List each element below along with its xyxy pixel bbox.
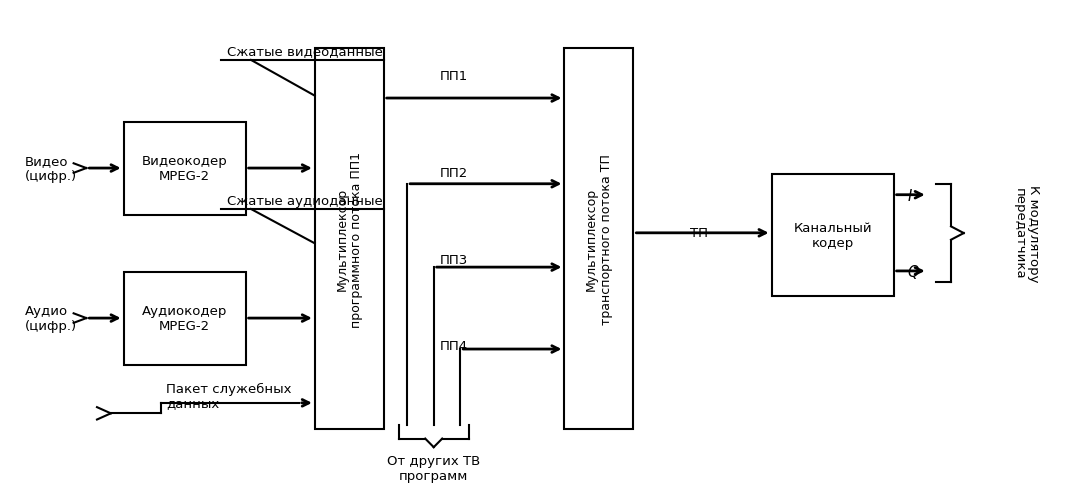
FancyBboxPatch shape bbox=[564, 49, 634, 429]
Text: Аудио
(цифр.): Аудио (цифр.) bbox=[24, 305, 77, 332]
Text: Сжатые аудиоданные: Сжатые аудиоданные bbox=[227, 194, 382, 207]
Text: ПП3: ПП3 bbox=[440, 254, 469, 267]
FancyBboxPatch shape bbox=[315, 49, 383, 429]
Text: ПП1: ПП1 bbox=[440, 70, 469, 83]
Text: Аудиокодер
MPEG-2: Аудиокодер MPEG-2 bbox=[142, 305, 227, 333]
Text: Мультиплексор
транспортного потока ТП: Мультиплексор транспортного потока ТП bbox=[585, 154, 612, 325]
Text: Канальный
кодер: Канальный кодер bbox=[793, 222, 872, 249]
Text: $I$: $I$ bbox=[907, 187, 914, 203]
Text: От других ТВ
программ: От других ТВ программ bbox=[387, 454, 480, 482]
Text: Пакет служебных
данных: Пакет служебных данных bbox=[166, 382, 292, 409]
Text: Мультиплексор
программного потока ПП1: Мультиплексор программного потока ПП1 bbox=[335, 151, 363, 327]
Text: ТП: ТП bbox=[690, 227, 708, 240]
FancyBboxPatch shape bbox=[124, 272, 246, 365]
FancyBboxPatch shape bbox=[771, 175, 894, 296]
Text: $Q$: $Q$ bbox=[907, 263, 920, 280]
Text: ПП2: ПП2 bbox=[440, 167, 469, 180]
Text: Сжатые видеоданные: Сжатые видеоданные bbox=[227, 45, 382, 59]
Text: Видео
(цифр.): Видео (цифр.) bbox=[24, 155, 77, 183]
Text: Видеокодер
MPEG-2: Видеокодер MPEG-2 bbox=[142, 155, 228, 183]
FancyBboxPatch shape bbox=[124, 122, 246, 215]
Text: К модулятору
передатчика: К модулятору передатчика bbox=[1013, 184, 1041, 282]
Text: ПП4: ПП4 bbox=[440, 340, 469, 352]
